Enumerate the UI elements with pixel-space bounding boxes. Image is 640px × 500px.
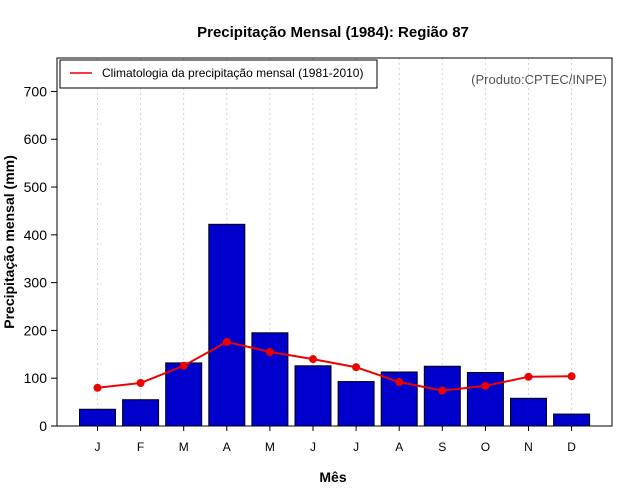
climatology-point-9: [438, 386, 447, 395]
x-tick-label: M: [179, 440, 189, 454]
source-annotation: (Produto:CPTEC/INPE): [471, 72, 607, 87]
x-tick-label: N: [524, 440, 533, 454]
y-tick-label: 0: [39, 418, 47, 434]
x-tick-label: D: [567, 440, 576, 454]
x-tick-label: O: [481, 440, 490, 454]
bar-5: [251, 332, 289, 427]
x-tick-label: A: [395, 440, 403, 454]
legend: Climatologia da precipitação mensal (198…: [59, 59, 378, 89]
bar-1: [79, 408, 116, 427]
legend-entry-climatology: Climatologia da precipitação mensal (198…: [102, 66, 363, 80]
bar-12: [553, 413, 591, 427]
plot-frame: [56, 57, 613, 427]
bar-10: [466, 371, 504, 427]
climatology-point-5: [265, 347, 274, 356]
climatology-point-1: [93, 383, 102, 392]
bar-7: [337, 381, 375, 427]
x-tick-label: M: [265, 440, 275, 454]
bar-series: [79, 223, 591, 427]
chart-title: Precipitação Mensal (1984): Região 87: [197, 24, 469, 41]
climatology-point-7: [352, 363, 361, 372]
bar-6: [294, 365, 332, 427]
legend-box: [59, 59, 378, 89]
climatology-point-11: [524, 372, 533, 381]
bar-3: [165, 362, 203, 427]
climatology-line: [97, 340, 572, 392]
y-tick-label: 600: [24, 131, 48, 147]
x-tick-label: J: [95, 440, 101, 454]
climatology-point-10: [481, 381, 490, 390]
x-tick-label: J: [353, 440, 359, 454]
climatology-point-4: [222, 337, 231, 346]
climatology-point-8: [395, 378, 404, 387]
bar-4: [208, 223, 246, 427]
climatology-series: [93, 337, 576, 395]
x-tick-label: J: [310, 440, 316, 454]
climatology-point-2: [136, 378, 145, 387]
y-tick-label: 500: [24, 179, 48, 195]
y-tick-label: 300: [24, 275, 48, 291]
y-axis-label: Precipitação mensal (mm): [1, 155, 17, 329]
climatology-point-3: [179, 361, 188, 370]
y-tick-label: 400: [24, 227, 48, 243]
x-tick-label: S: [438, 440, 446, 454]
y-axis: 0 100 200 300 400 500 600 700: [24, 83, 57, 434]
x-tick-label: F: [137, 440, 144, 454]
climatology-point-12: [567, 372, 576, 381]
y-tick-label: 100: [24, 370, 48, 386]
bar-11: [510, 397, 547, 427]
y-tick-label: 200: [24, 322, 48, 338]
bar-9: [423, 365, 461, 427]
x-axis-label: Mês: [319, 469, 346, 485]
x-tick-label: A: [223, 440, 231, 454]
y-tick-label: 700: [24, 83, 48, 99]
bar-2: [122, 399, 160, 427]
climatology-point-6: [309, 355, 317, 364]
